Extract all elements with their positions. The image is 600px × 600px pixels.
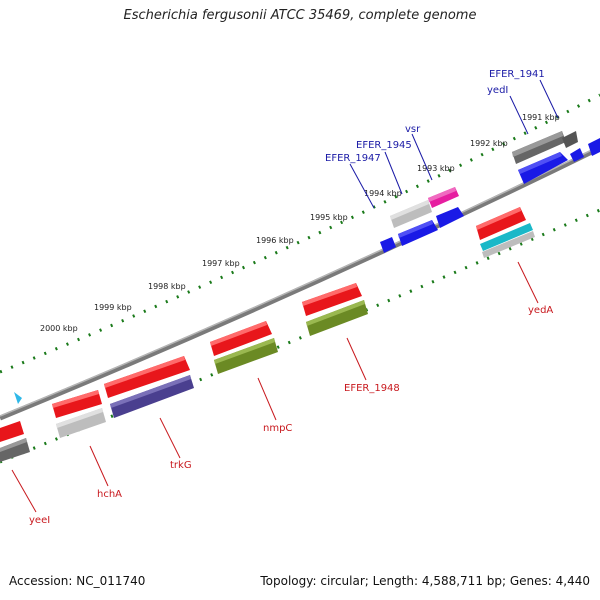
tick-label: 1998 kbp (148, 282, 186, 291)
tick-label: 2000 kbp (40, 324, 78, 333)
gene-arrow-small-gray (562, 131, 578, 148)
gene-label-efer1945: EFER_1945 (356, 140, 412, 151)
reverse-labels: yeeI hchA trkG nmpC EFER_1948 yedA (29, 305, 553, 526)
gene-label-efer1941: EFER_1941 (489, 69, 545, 80)
gene-label-efer1948: EFER_1948 (344, 383, 400, 394)
gene-arrow-red-nmpC (210, 321, 272, 356)
tick-label: 1991 kbp (522, 113, 560, 122)
gene-arrow-blue-a (380, 237, 396, 253)
gene-label-efer1947: EFER_1947 (325, 153, 381, 164)
gene-arrow-yeeI (0, 438, 30, 462)
tick-label: 1995 kbp (310, 213, 348, 222)
gene-arrow-blue-c (436, 207, 464, 228)
tick-label: 1997 kbp (202, 259, 240, 268)
gene-label-vsr: vsr (405, 124, 421, 135)
gene-label-nmpC: nmpC (263, 423, 292, 434)
tick-label: 1992 kbp (470, 139, 508, 148)
tick-label: 1999 kbp (94, 303, 132, 312)
map-title: Escherichia fergusonii ATCC 35469, compl… (123, 8, 477, 23)
label-lines-reverse (11, 261, 539, 513)
gene-label-trkG: trkG (170, 460, 192, 471)
gene-arrow-blue-b (398, 220, 438, 246)
gene-label-yeeI: yeeI (29, 515, 50, 526)
origin-marker (14, 392, 22, 404)
gene-arrow-blue-small (570, 148, 584, 162)
gene-arrow-hchA (56, 408, 106, 438)
gene-arrow-efer1945 (390, 200, 432, 228)
gene-arrow-trkG (110, 375, 194, 418)
gene-label-hchA: hchA (97, 489, 122, 500)
gene-arrow-efer1948 (306, 300, 368, 336)
gene-arrow-red-trkG (104, 356, 190, 398)
gene-arrow-efer1941 (512, 131, 566, 164)
gene-arrow-efer1948-red (302, 283, 362, 316)
kbp-scale-inner (0, 208, 600, 464)
gene-label-yedI: yedI (487, 85, 508, 96)
reverse-genes (0, 207, 535, 462)
tick-label: 1993 kbp (417, 164, 455, 173)
gene-label-yedA: yedA (528, 305, 553, 316)
genome-backbone (0, 145, 600, 421)
label-lines-forward (349, 79, 559, 209)
gene-arrow-vsr (428, 187, 459, 208)
gene-arrow-nmpC (214, 338, 278, 374)
tick-labels: 2000 kbp 1999 kbp 1998 kbp 1997 kbp 1996… (40, 113, 560, 333)
tick-label: 1996 kbp (256, 236, 294, 245)
gene-arrow-red-hchA (52, 390, 102, 418)
accession-text: Accession: NC_011740 (9, 574, 146, 588)
tick-label: 1994 kbp (364, 189, 402, 198)
gene-arrow-yedA (476, 207, 526, 240)
genome-summary-text: Topology: circular; Length: 4,588,711 bp… (260, 574, 590, 588)
forward-genes (380, 131, 600, 253)
gene-arrow-teal (480, 223, 535, 258)
genome-backbone-highlight (0, 145, 600, 417)
gene-arrow-blue-edge (588, 138, 600, 156)
gene-arrow-red-yeeI (0, 421, 24, 442)
forward-labels: EFER_1941 yedI EFER_1945 vsr EFER_1947 (325, 69, 545, 164)
gene-arrow-yedI (518, 152, 568, 184)
